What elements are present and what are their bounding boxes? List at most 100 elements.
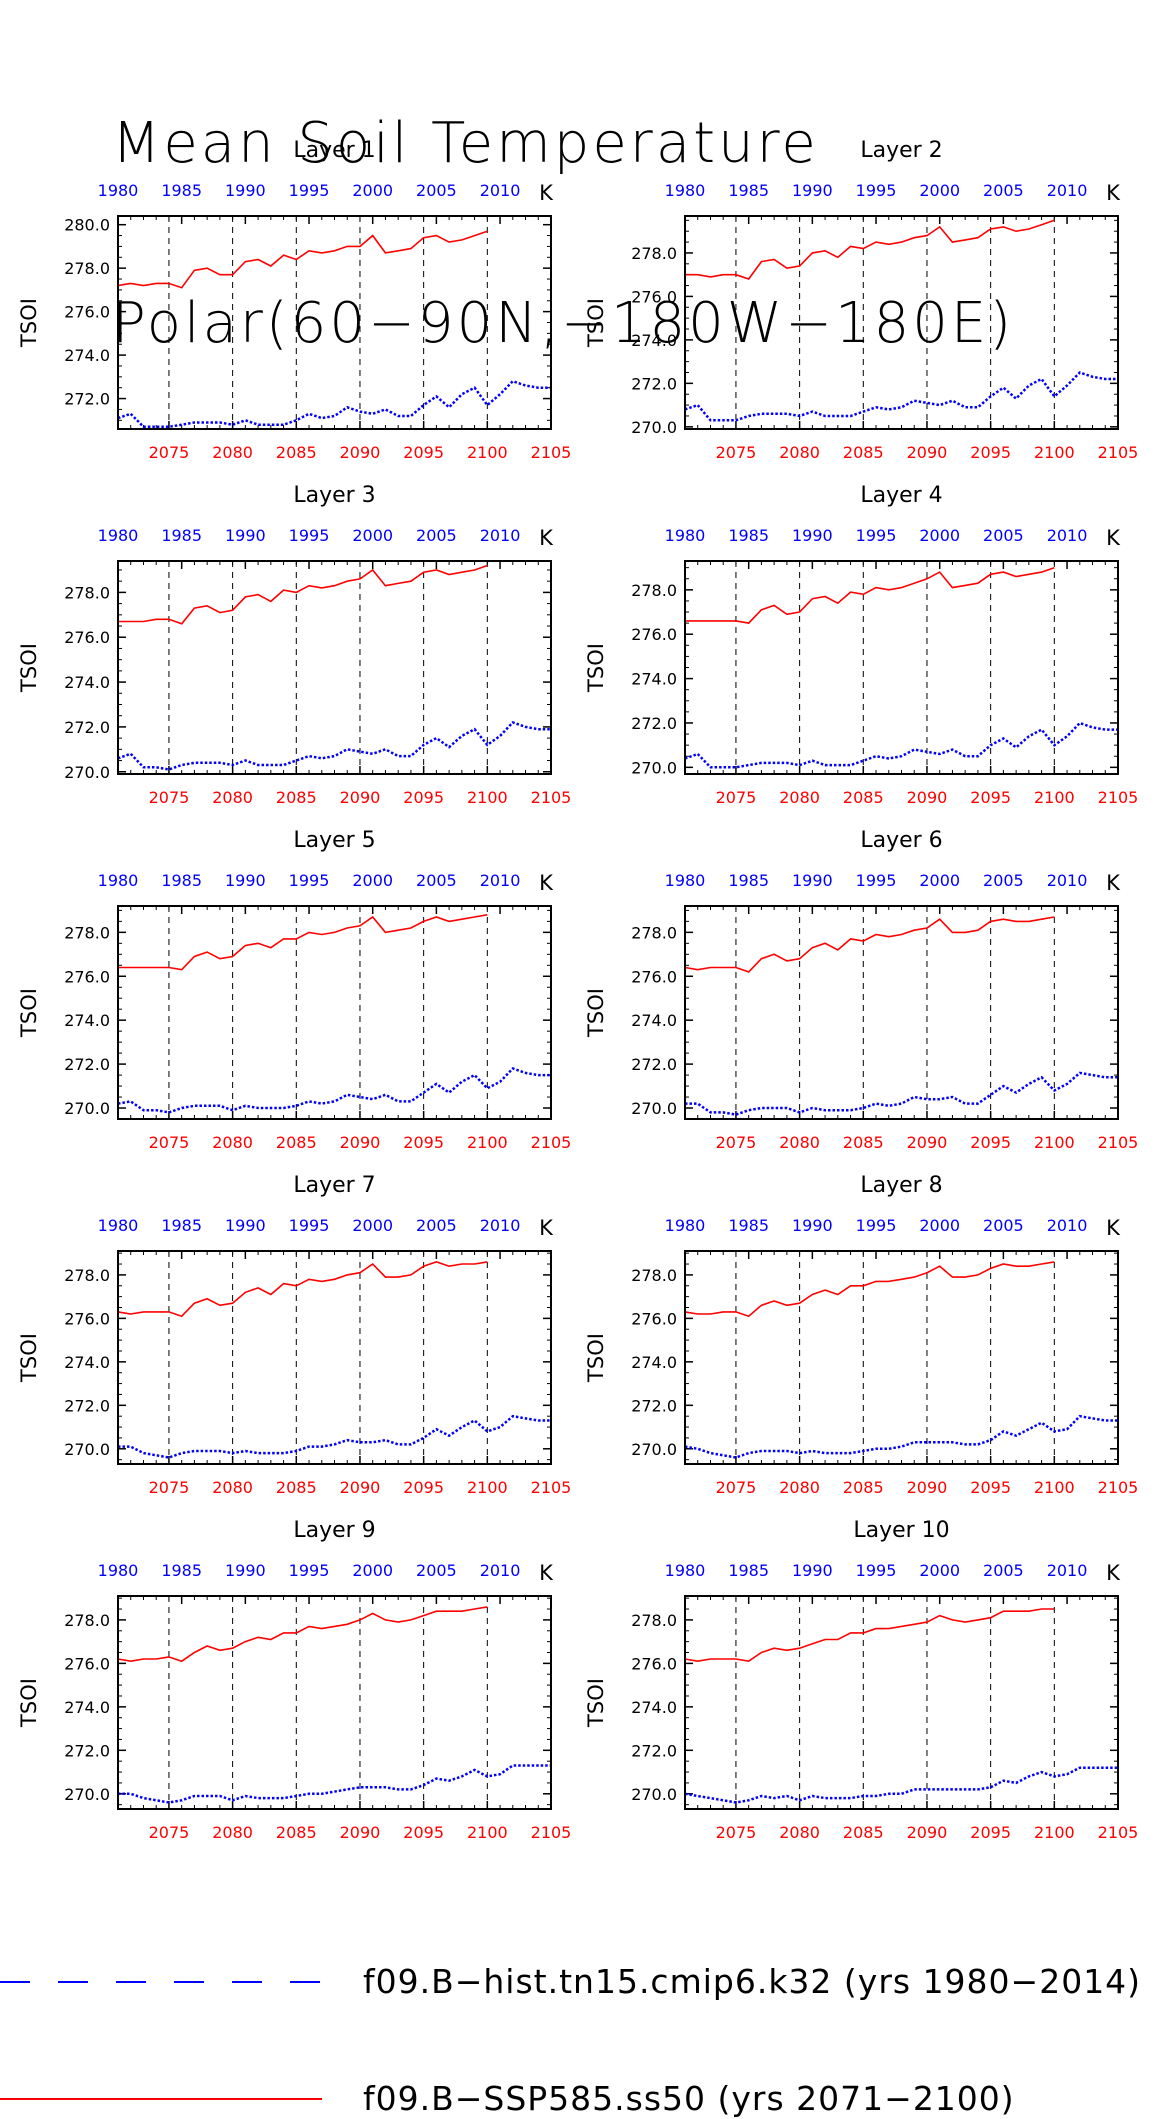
x-top-tick-label: 1980 <box>98 1216 139 1235</box>
x-top-tick-label: 2010 <box>480 526 521 545</box>
plot-frame <box>684 905 1119 1120</box>
series-line-hist <box>684 1414 1118 1459</box>
y-tick-label: 270.0 <box>631 1440 677 1459</box>
panel-layer-7: Layer 7 K TSOI 2075 2080 2085 2090 2095 2100 2105… <box>17 1173 571 1497</box>
x-top-tick-label: 2005 <box>416 526 457 545</box>
x-tick-label: 2090 <box>907 1133 948 1152</box>
x-top-tick-label: 1985 <box>728 1216 769 1235</box>
y-tick-label: 274.0 <box>631 670 677 689</box>
x-tick-label: 2085 <box>843 1133 884 1152</box>
series-line-hist <box>684 371 1118 422</box>
x-top-tick-label: 1995 <box>856 1216 897 1235</box>
x-top-tick-label: 1990 <box>225 181 266 200</box>
panel-title: Layer 4 <box>860 483 942 508</box>
x-top-tick-label: 1980 <box>665 1216 706 1235</box>
x-top-tick-label: 2005 <box>983 1561 1024 1580</box>
x-tick-label: 2080 <box>212 1133 253 1152</box>
unit-label: K <box>539 181 554 205</box>
series-line-hist <box>118 1414 551 1459</box>
x-top-tick-label: 2005 <box>983 181 1024 200</box>
panel-title: Layer 2 <box>860 138 942 163</box>
x-tick-label: 2080 <box>212 788 253 807</box>
x-tick-label: 2095 <box>970 1823 1011 1842</box>
x-top-tick-label: 1990 <box>792 181 833 200</box>
y-tick-label: 272.0 <box>64 1055 110 1074</box>
x-tick-label: 2080 <box>779 1478 820 1497</box>
legend-label-ssp: f09.B−SSP585.ss50 (yrs 2071−2100) <box>363 2079 1015 2118</box>
series-line-ssp <box>117 1261 488 1318</box>
x-top-tick-label: 1995 <box>856 871 897 890</box>
y-axis-label: TSOI <box>584 643 608 693</box>
x-tick-label: 2085 <box>843 443 884 462</box>
x-top-tick-label: 1995 <box>289 871 330 890</box>
unit-label: K <box>1106 526 1121 550</box>
y-tick-label: 274.0 <box>64 1011 110 1030</box>
series-line-ssp <box>117 230 488 289</box>
x-tick-label: 2095 <box>970 1133 1011 1152</box>
series-line-hist <box>117 720 551 771</box>
x-tick-label: 2100 <box>1034 1478 1075 1497</box>
y-tick-label: 278.0 <box>631 581 677 600</box>
x-top-tick-label: 1995 <box>289 526 330 545</box>
x-top-tick-label: 1985 <box>161 1216 202 1235</box>
x-top-tick-label: 2000 <box>352 181 393 200</box>
panel-grid: Layer 1 K TSOI 2075 2080 2085 2090 2095 2100 2105… <box>17 138 1138 1842</box>
y-tick-label: 276.0 <box>64 967 110 986</box>
panel-layer-8: Layer 8 K TSOI 2075 2080 2085 2090 2095 2100 2105… <box>584 1173 1138 1497</box>
y-tick-label: 278.0 <box>64 259 110 278</box>
y-tick-label: 274.0 <box>64 673 110 692</box>
y-tick-label: 272.0 <box>64 1396 110 1415</box>
x-top-tick-label: 2000 <box>919 181 960 200</box>
x-tick-label: 2080 <box>779 1133 820 1152</box>
panel-layer-5: Layer 5 K TSOI 2075 2080 2085 2090 2095 2100 2105… <box>17 828 571 1152</box>
x-top-tick-label: 2010 <box>1047 871 1088 890</box>
x-top-tick-label: 1990 <box>792 1561 833 1580</box>
x-top-tick-label: 2005 <box>983 1216 1024 1235</box>
x-tick-label: 2100 <box>467 443 508 462</box>
x-tick-label: 2085 <box>276 1133 317 1152</box>
unit-label: K <box>539 526 554 550</box>
y-tick-label: 276.0 <box>64 1309 110 1328</box>
x-tick-label: 2075 <box>149 1823 190 1842</box>
x-top-tick-label: 1990 <box>225 871 266 890</box>
x-top-tick-label: 1980 <box>665 871 706 890</box>
panel-title: Layer 10 <box>853 1518 949 1543</box>
series-line-hist <box>684 721 1118 769</box>
y-tick-label: 274.0 <box>631 1698 677 1717</box>
y-axis-label: TSOI <box>584 988 608 1038</box>
x-top-tick-label: 2010 <box>480 1216 521 1235</box>
y-tick-label: 270.0 <box>631 758 677 777</box>
legend-label-hist: f09.B−hist.tn15.cmip6.k32 (yrs 1980−2014… <box>363 1962 1142 2001</box>
panel-title: Layer 1 <box>293 138 375 163</box>
x-top-tick-label: 2005 <box>416 871 457 890</box>
series-line-hist <box>684 1766 1118 1804</box>
panel-title: Layer 8 <box>860 1173 942 1198</box>
x-tick-label: 2085 <box>276 1823 317 1842</box>
x-tick-label: 2075 <box>716 443 757 462</box>
x-tick-label: 2075 <box>716 1133 757 1152</box>
x-tick-label: 2105 <box>531 1823 572 1842</box>
x-tick-label: 2100 <box>1034 1823 1075 1842</box>
panel-layer-9: Layer 9 K TSOI 2075 2080 2085 2090 2095 2100 2105… <box>17 1518 571 1842</box>
x-top-tick-label: 1985 <box>728 526 769 545</box>
y-tick-label: 276.0 <box>631 625 677 644</box>
y-tick-label: 270.0 <box>64 763 110 782</box>
x-top-tick-label: 2000 <box>352 1216 393 1235</box>
x-top-tick-label: 1980 <box>665 1561 706 1580</box>
x-tick-label: 2080 <box>779 1823 820 1842</box>
x-top-tick-label: 1985 <box>728 181 769 200</box>
y-tick-label: 270.0 <box>64 1785 110 1804</box>
series-line-ssp <box>118 914 488 971</box>
x-tick-label: 2075 <box>716 1823 757 1842</box>
y-tick-label: 270.0 <box>631 1785 677 1804</box>
x-top-tick-label: 1980 <box>665 181 706 200</box>
x-top-tick-label: 1990 <box>792 526 833 545</box>
x-tick-label: 2095 <box>970 1478 1011 1497</box>
panel-title: Layer 3 <box>293 483 375 508</box>
x-tick-label: 2085 <box>276 1478 317 1497</box>
x-top-tick-label: 1995 <box>289 1561 330 1580</box>
legend-swatch-ssp <box>0 2098 322 2100</box>
x-top-tick-label: 2000 <box>919 1561 960 1580</box>
x-top-tick-label: 2005 <box>416 181 457 200</box>
plot-frame <box>684 560 1119 775</box>
